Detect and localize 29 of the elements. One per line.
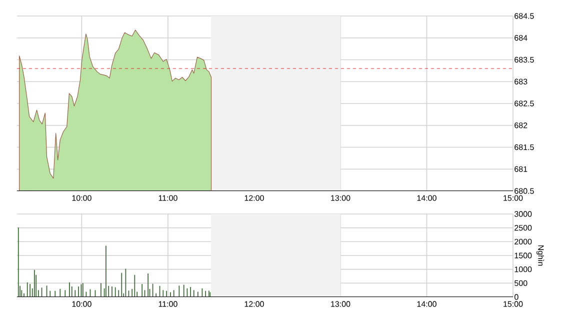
x-tick-label: 11:00 bbox=[158, 301, 178, 307]
y-tick-label: 2500 bbox=[514, 224, 532, 231]
y-tick-label: 3000 bbox=[514, 211, 532, 217]
y-tick-label: 2000 bbox=[514, 238, 532, 244]
x-tick-label: 10:00 bbox=[72, 301, 92, 307]
y-tick-label: 1500 bbox=[514, 252, 532, 258]
y-axis-title: Nghìn bbox=[536, 245, 544, 266]
x-tick-label: 12:00 bbox=[244, 301, 264, 307]
y-tick-label: 681 bbox=[514, 166, 528, 172]
y-tick-label: 682.5 bbox=[514, 100, 534, 106]
x-tick-label: 11:00 bbox=[158, 195, 178, 201]
x-tick-label: 10:00 bbox=[72, 195, 92, 201]
y-tick-label: 680.5 bbox=[514, 188, 534, 194]
y-tick-label: 683 bbox=[514, 78, 528, 84]
x-tick-label: 14:00 bbox=[417, 195, 436, 201]
y-tick-label: 500 bbox=[514, 280, 528, 286]
y-tick-label: 684.5 bbox=[514, 13, 534, 19]
y-tick-label: 683.5 bbox=[514, 56, 534, 63]
y-tick-label: 0 bbox=[514, 294, 518, 300]
x-tick-label: 13:00 bbox=[331, 195, 350, 201]
y-tick-label: 681.5 bbox=[514, 144, 534, 150]
x-tick-label: 15:00 bbox=[504, 301, 523, 307]
x-tick-label: 15:00 bbox=[504, 195, 523, 201]
y-tick-label: 682 bbox=[514, 122, 528, 128]
x-tick-label: 13:00 bbox=[331, 301, 350, 307]
x-tick-label: 12:00 bbox=[244, 195, 264, 201]
y-tick-label: 684 bbox=[514, 35, 528, 41]
y-tick-label: 1000 bbox=[514, 266, 532, 272]
x-tick-label: 14:00 bbox=[417, 301, 436, 307]
